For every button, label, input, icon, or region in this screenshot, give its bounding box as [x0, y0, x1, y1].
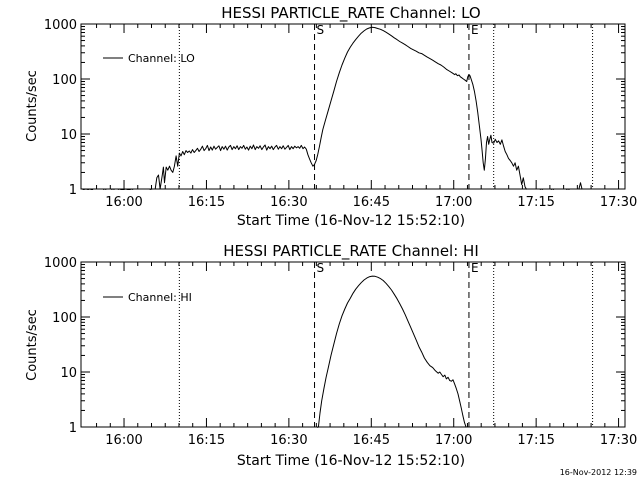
data-series-lo: [81, 26, 583, 190]
series-line: [539, 188, 544, 190]
x-tick-label: 17:15: [517, 433, 554, 448]
y-tick-label: 1000: [44, 256, 77, 271]
chart-title-hi: HESSI PARTICLE_RATE Channel: HI: [223, 242, 479, 261]
x-axis-label-hi: Start Time (16-Nov-12 15:52:10): [237, 453, 465, 469]
panel-lo: HESSI PARTICLE_RATE Channel: LO 16:00 16:…: [25, 4, 637, 229]
series-line: [566, 188, 570, 190]
series-line: [102, 188, 107, 190]
marker-label: E: [471, 261, 479, 275]
y-tick-label: 1: [69, 183, 77, 198]
x-tick-label: 16:00: [105, 195, 142, 210]
chart-title-lo: HESSI PARTICLE_RATE Channel: LO: [221, 4, 480, 23]
x-tick-label: 16:00: [105, 433, 142, 448]
marker-label: S: [317, 23, 325, 37]
series-line: [317, 275, 467, 428]
x-axis-label-lo: Start Time (16-Nov-12 15:52:10): [237, 213, 465, 229]
axis-ticks-lo: 16:00 16:15 16:30 16:45 17:00 17:15 17:30 1 10 10…: [44, 18, 637, 210]
axis-ticks-hi: 16:00 16:15 16:30 16:45 17:00 17:15 17:30 1 10 10…: [44, 256, 637, 448]
series-line: [81, 188, 94, 190]
x-tick-label: 16:45: [353, 195, 390, 210]
legend-lo: Channel: LO: [103, 52, 195, 65]
x-tick-label: 17:00: [435, 433, 472, 448]
x-tick-label: 16:30: [270, 433, 307, 448]
plot-timestamp: 16-Nov-2012 12:39: [560, 468, 637, 477]
y-tick-label: 10: [60, 128, 77, 143]
plot-frame-lo: [80, 23, 626, 190]
x-tick-label: 16:15: [188, 195, 225, 210]
y-tick-label: 100: [52, 311, 77, 326]
series-line: [550, 188, 555, 190]
x-tick-label: 17:15: [517, 195, 554, 210]
panel-hi: HESSI PARTICLE_RATE Channel: HI 16:00 16:…: [25, 242, 637, 469]
y-tick-label: 1: [69, 421, 77, 436]
y-tick-label: 100: [52, 73, 77, 88]
series-line: [111, 188, 115, 190]
x-tick-label: 17:00: [435, 195, 472, 210]
x-tick-label: 16:45: [353, 433, 390, 448]
marker-label: E: [471, 23, 479, 37]
x-tick-label: 17:30: [600, 195, 637, 210]
marker-label: S: [317, 261, 325, 275]
x-tick-label: 17:30: [600, 433, 637, 448]
plot-frame-hi: [80, 261, 626, 428]
x-tick-label: 16:15: [188, 433, 225, 448]
series-line: [117, 188, 134, 190]
series-line: [578, 182, 583, 190]
y-tick-label: 10: [60, 366, 77, 381]
y-axis-label-lo: Counts/sec: [25, 70, 40, 142]
y-axis-label-hi: Counts/sec: [25, 309, 40, 381]
legend-label-hi: Channel: HI: [128, 291, 192, 304]
data-series-hi: [317, 275, 467, 428]
series-line: [149, 26, 528, 190]
x-tick-label: 16:30: [270, 195, 307, 210]
legend-hi: Channel: HI: [103, 291, 192, 304]
legend-label-lo: Channel: LO: [128, 52, 195, 65]
y-tick-label: 1000: [44, 18, 77, 33]
